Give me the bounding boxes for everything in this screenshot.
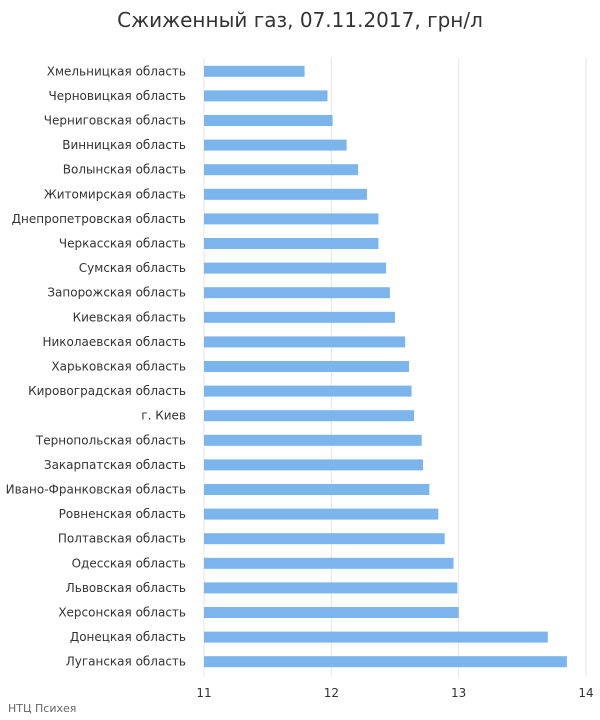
category-label: Волынская область (63, 163, 186, 177)
bars (204, 65, 567, 668)
category-label: Тернопольская область (35, 433, 186, 447)
category-label: Луганская область (66, 655, 186, 669)
category-label: Хмельницкая область (47, 64, 186, 78)
bar (204, 631, 548, 643)
category-label: Винницкая область (62, 138, 186, 152)
category-label: Черкасская область (59, 237, 186, 251)
category-label: Ровненская область (59, 507, 186, 521)
category-label: Запорожская область (47, 286, 186, 300)
bar (204, 311, 395, 323)
chart-title: Сжиженный газ, 07.11.2017, грн/л (117, 8, 483, 32)
x-tick-label: 12 (324, 686, 339, 700)
bar (204, 508, 439, 520)
x-tick-label: 11 (196, 686, 211, 700)
bar (204, 557, 454, 569)
category-label: Житомирская область (44, 187, 186, 201)
bar (204, 115, 333, 126)
bar (204, 385, 412, 397)
category-label: г. Киев (141, 409, 186, 423)
bar (204, 336, 406, 348)
category-label: Донецкая область (70, 630, 186, 644)
bar (204, 139, 347, 151)
bar (204, 410, 415, 422)
bar (204, 656, 567, 668)
category-label: Львовская область (66, 581, 186, 595)
bar (204, 65, 305, 77)
category-label: Киевская область (73, 310, 186, 324)
category-label: Черновицкая область (48, 89, 186, 103)
x-tick-label: 14 (578, 686, 593, 700)
category-label: Закарпатская область (44, 458, 186, 472)
category-label: Одесская область (72, 556, 186, 570)
category-label: Николаевская область (42, 335, 186, 349)
bar (204, 188, 367, 200)
category-label: Кировоградская область (28, 384, 186, 398)
bar (204, 533, 445, 545)
category-labels: Хмельницкая область Черновицкая область Че… (6, 64, 186, 668)
category-label: Днепропетровская область (12, 212, 186, 226)
bar (204, 287, 390, 299)
bar (204, 213, 379, 225)
bar (204, 484, 430, 495)
category-label: Черниговская область (44, 114, 186, 128)
bar (204, 582, 458, 594)
bar (204, 361, 410, 372)
x-tick-label: 13 (451, 686, 466, 700)
bar (204, 238, 379, 249)
bar (204, 434, 422, 446)
x-axis-ticks: 11 12 13 14 (196, 686, 593, 700)
credit-text: НТЦ Психея (8, 702, 77, 715)
bar (204, 262, 387, 274)
bar (204, 607, 459, 618)
category-label: Харьковская область (51, 360, 186, 374)
bar (204, 459, 424, 471)
category-label: Сумская область (79, 261, 186, 275)
category-label: Херсонская область (58, 606, 186, 620)
bar (204, 164, 359, 176)
category-label: Полтавская область (58, 532, 186, 546)
category-label: Ивано-Франковская область (6, 483, 186, 497)
bar (204, 90, 328, 102)
